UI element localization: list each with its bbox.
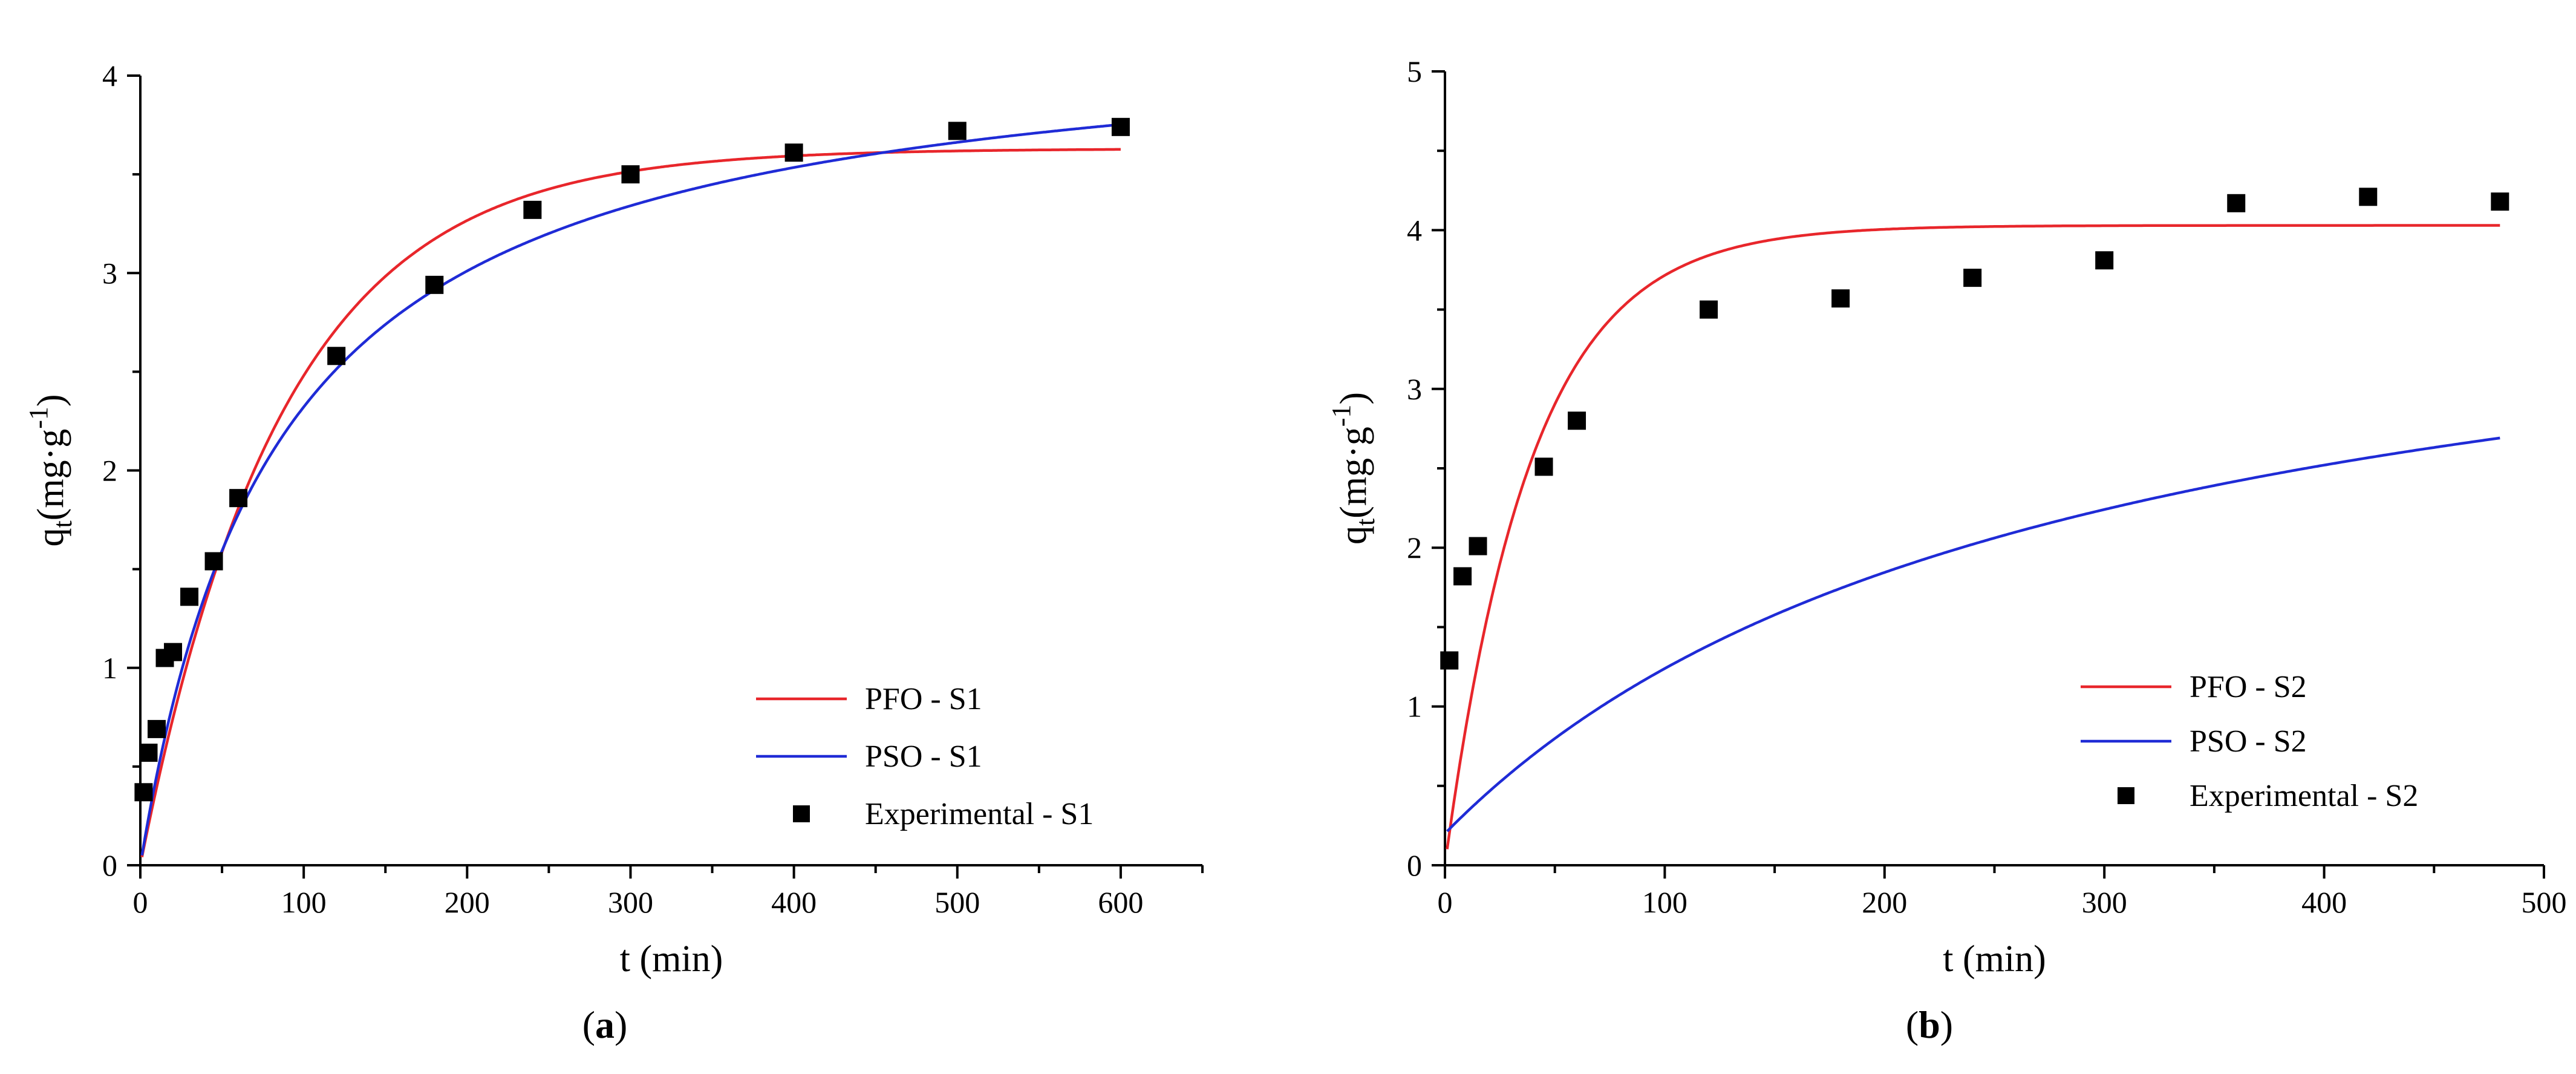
x-tick-label: 600 xyxy=(1098,885,1143,919)
x-tick-label: 100 xyxy=(281,885,327,919)
panel-label: (b) xyxy=(1906,1003,1953,1046)
data-point xyxy=(134,783,153,802)
data-point xyxy=(327,347,346,365)
y-tick-label: 2 xyxy=(1407,531,1422,565)
series-line-pso-s2 xyxy=(1446,436,2500,833)
data-point xyxy=(948,122,967,140)
x-tick-label: 200 xyxy=(445,885,490,919)
y-tick-label: 4 xyxy=(1407,213,1422,247)
data-point xyxy=(1963,269,1982,287)
y-tick-label: 1 xyxy=(1407,690,1422,724)
series-line-pso-s1 xyxy=(140,123,1121,856)
x-tick-label: 200 xyxy=(1862,885,1907,919)
y-axis-title: qt(mg·g-1) xyxy=(1326,392,1380,545)
data-point xyxy=(1534,457,1553,476)
legend-label: PFO - S2 xyxy=(2190,670,2307,704)
data-point xyxy=(164,643,183,661)
x-tick-label: 0 xyxy=(133,885,148,919)
data-point xyxy=(139,744,158,762)
data-point xyxy=(148,719,166,738)
y-tick-label: 4 xyxy=(102,59,117,93)
x-tick-label: 300 xyxy=(608,885,653,919)
legend-swatch xyxy=(793,805,810,822)
x-axis-title: t (min) xyxy=(1943,938,2046,980)
y-tick-label: 0 xyxy=(102,848,117,882)
data-point xyxy=(2227,194,2246,212)
data-point xyxy=(1469,537,1487,555)
y-tick-label: 1 xyxy=(102,651,117,685)
data-point xyxy=(2359,188,2378,206)
x-tick-label: 400 xyxy=(2301,885,2347,919)
x-tick-label: 0 xyxy=(1438,885,1453,919)
y-tick-label: 2 xyxy=(102,454,117,488)
data-point xyxy=(1568,411,1586,430)
data-point xyxy=(2095,251,2114,270)
chart-panel-b: 0 100 200 300 400 500 0 1 2 3 4 5 t (min) qt(mg·g-1) (… xyxy=(1326,54,2567,1046)
y-tick-label: 5 xyxy=(1407,54,1422,88)
x-tick-label: 500 xyxy=(934,885,980,919)
data-point xyxy=(784,143,803,162)
y-tick-label: 3 xyxy=(1407,372,1422,406)
data-point xyxy=(1111,117,1130,136)
x-tick-label: 400 xyxy=(771,885,817,919)
data-point xyxy=(1700,300,1718,319)
legend-label: PFO - S1 xyxy=(865,682,982,716)
x-tick-label: 300 xyxy=(2082,885,2127,919)
data-point xyxy=(523,200,542,219)
y-tick-label: 0 xyxy=(1407,848,1422,882)
panel-label: (a) xyxy=(582,1003,628,1046)
data-point xyxy=(1453,567,1472,586)
legend-label: Experimental - S2 xyxy=(2190,779,2418,813)
data-point xyxy=(1440,651,1459,670)
data-point xyxy=(425,275,444,294)
data-point xyxy=(229,489,248,508)
x-tick-label: 500 xyxy=(2522,885,2567,919)
chart-panel-a: 0 100 200 300 400 500 600 0 1 2 3 4 t (min) qt(mg·g-1… xyxy=(24,59,1204,1046)
y-axis-title: qt(mg·g-1) xyxy=(24,394,77,546)
x-axis-title: t (min) xyxy=(620,938,723,980)
data-point xyxy=(2491,192,2509,211)
legend-label: PSO - S2 xyxy=(2190,724,2307,759)
series-line-pfo-s2 xyxy=(1446,224,2500,850)
data-point xyxy=(204,552,223,571)
data-point xyxy=(1831,289,1850,308)
legend-label: PSO - S1 xyxy=(865,739,982,774)
data-point xyxy=(621,165,640,184)
data-point xyxy=(180,588,199,606)
legend-swatch xyxy=(2118,787,2134,804)
y-tick-label: 3 xyxy=(102,256,117,290)
x-tick-label: 100 xyxy=(1642,885,1687,919)
legend-label: Experimental - S1 xyxy=(865,797,1094,831)
